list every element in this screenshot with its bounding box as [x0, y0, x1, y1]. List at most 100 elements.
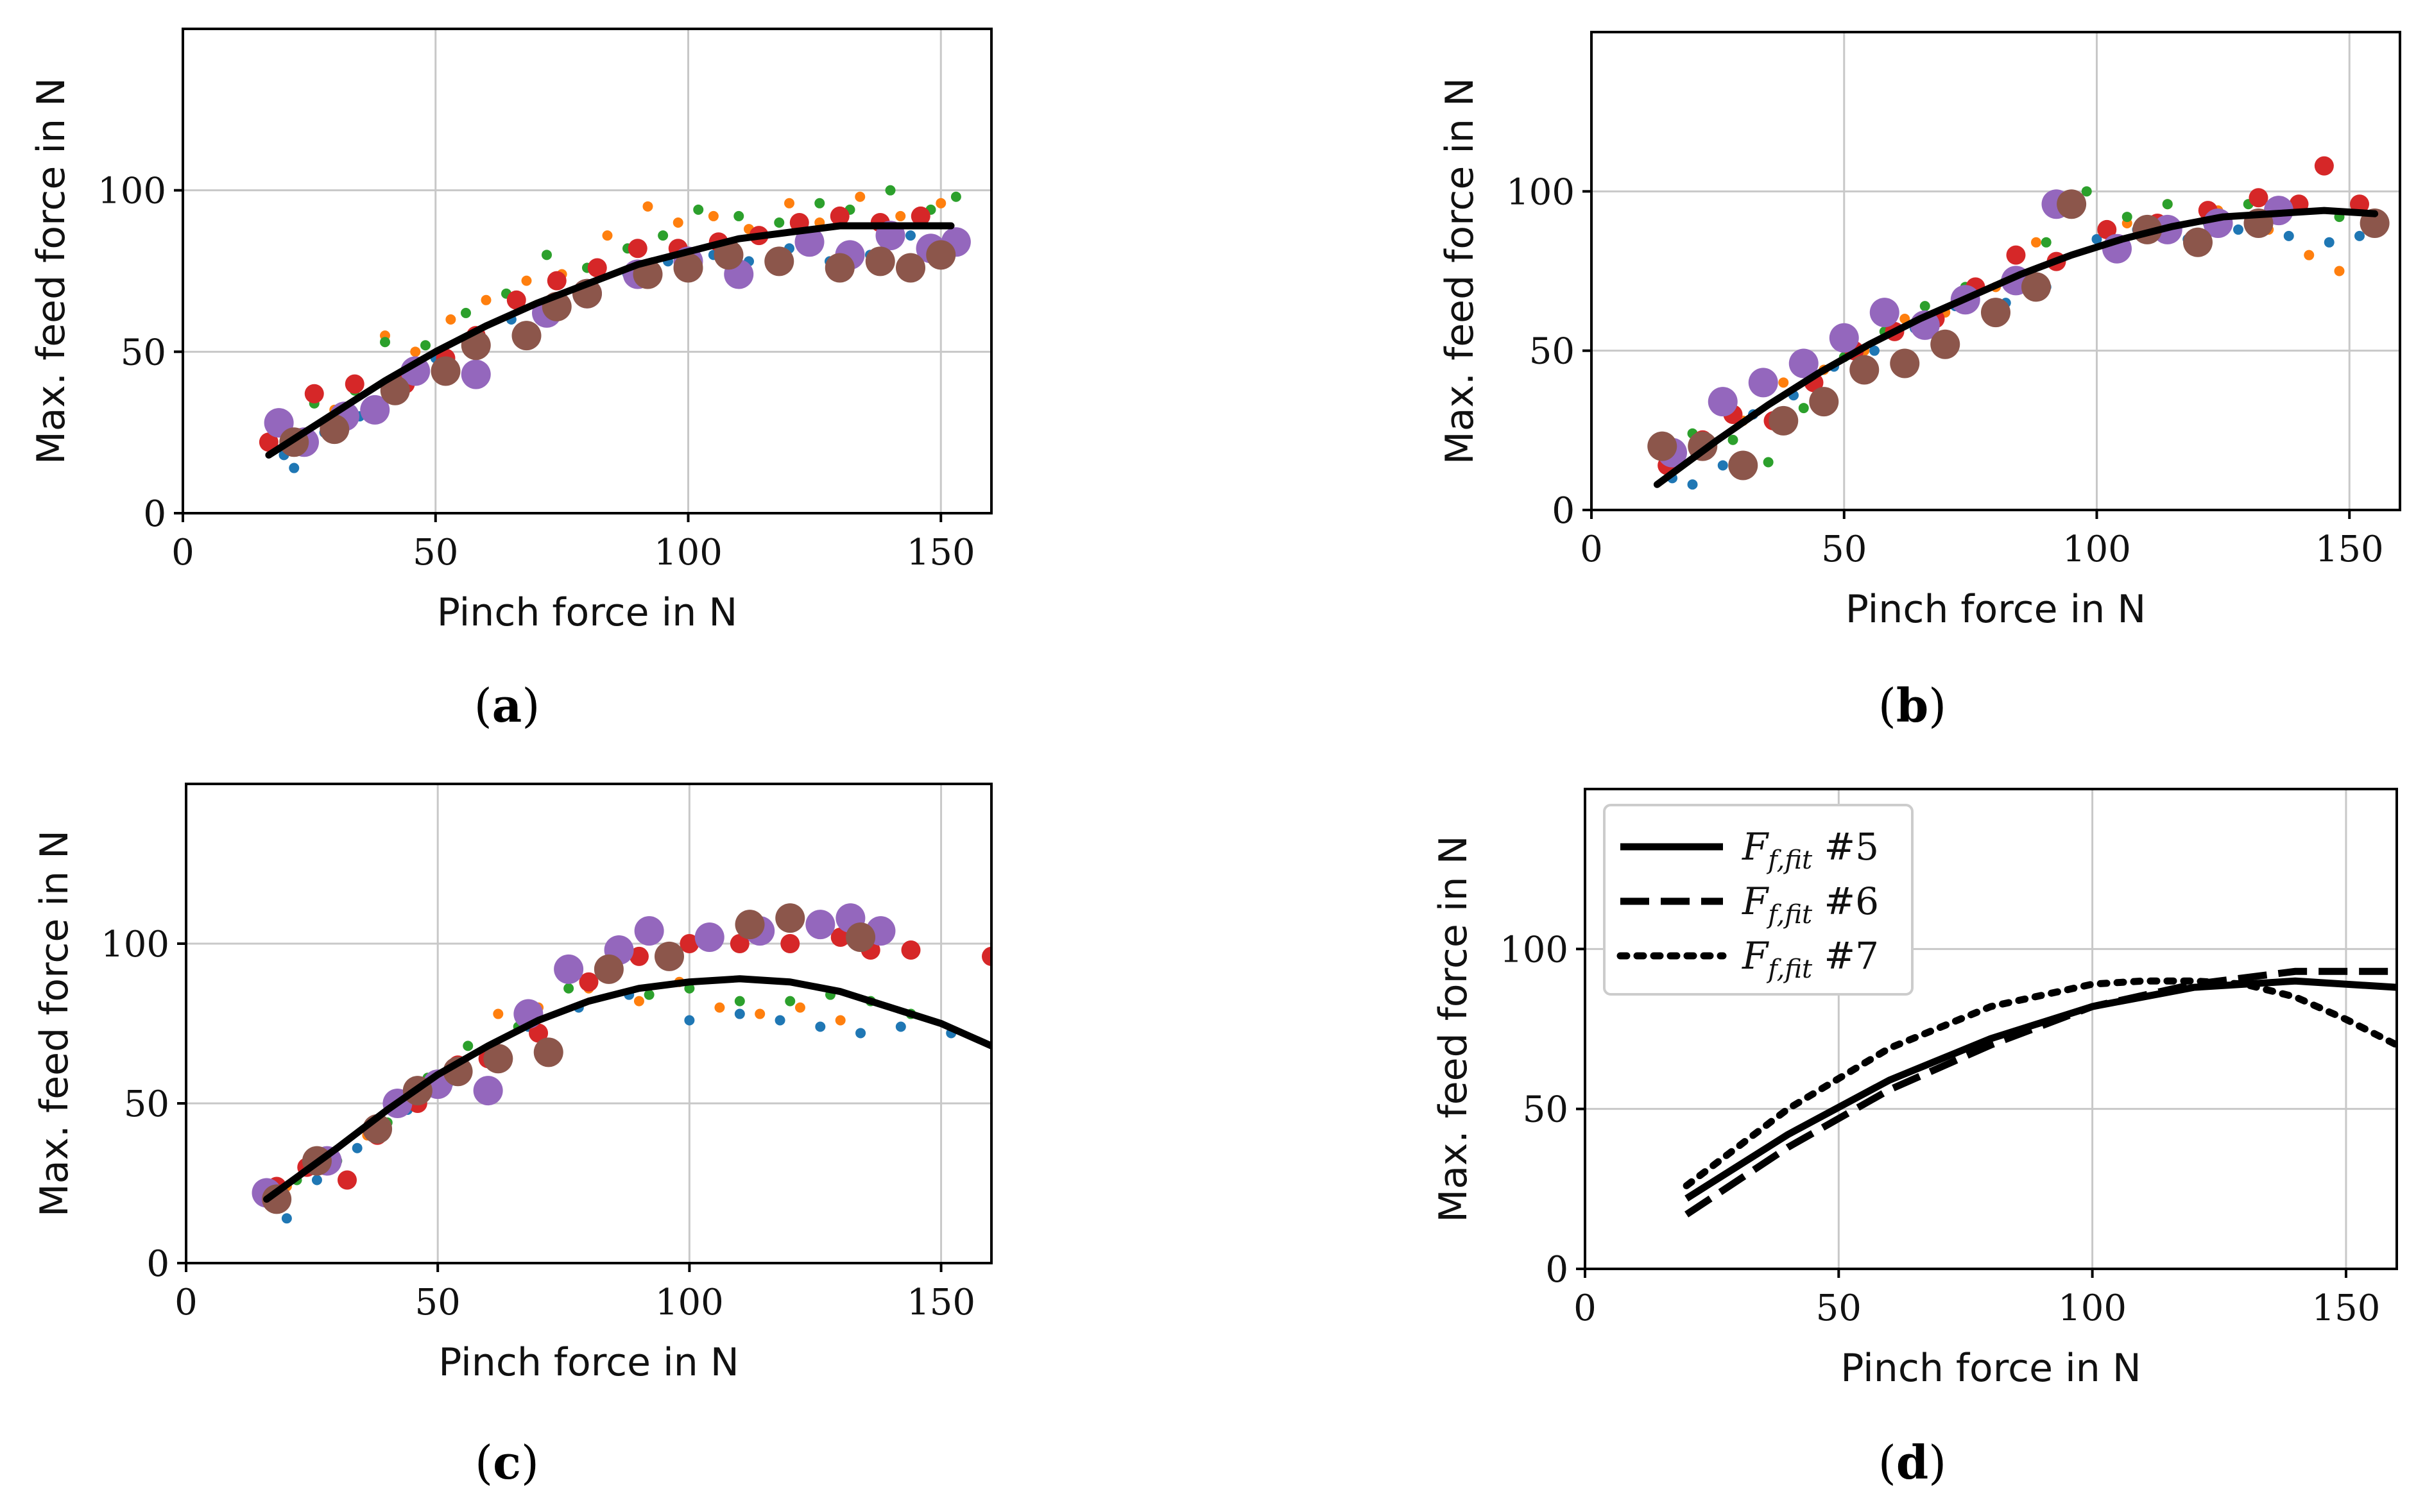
scatter-point — [533, 1037, 563, 1067]
scatter-point — [1778, 377, 1789, 388]
fit-curve — [263, 975, 991, 1203]
y-tick-label: 100 — [1506, 171, 1575, 213]
scatter-point — [1849, 355, 1880, 385]
scatter-point — [673, 217, 683, 228]
scatter-point — [1809, 387, 1839, 417]
scatter-point — [289, 463, 300, 473]
panel-caption: (b) — [1878, 678, 1947, 733]
plot-area — [252, 903, 991, 1224]
y-tick-label: 0 — [146, 1243, 169, 1285]
scatter-point — [1798, 403, 1809, 414]
scatter-point — [774, 217, 785, 228]
scatter-point — [950, 191, 961, 202]
scatter-point — [2304, 250, 2315, 260]
scatter-point — [1869, 345, 1880, 356]
series-1 — [1662, 199, 2345, 468]
axes-frame — [1584, 788, 2398, 1270]
scatter-point — [794, 1002, 805, 1013]
x-tick-label: 100 — [655, 1282, 724, 1323]
scatter-point — [2021, 272, 2051, 302]
scatter-point — [338, 1170, 357, 1190]
scatter-point — [885, 185, 896, 196]
y-tick-label: 0 — [143, 493, 166, 535]
scatter-point — [445, 314, 456, 325]
scatter-point — [554, 954, 584, 984]
y-axis-label: Max. feed force in N — [32, 830, 77, 1217]
scatter-point — [764, 246, 794, 276]
x-tick-label: 50 — [415, 1282, 461, 1323]
scatter-point — [2091, 234, 2102, 244]
scatter-point — [830, 206, 850, 226]
legend: Ff,fit #5Ff,fit #6Ff,fit #7 — [1603, 804, 1914, 996]
scatter-point — [521, 275, 532, 286]
y-tick-label: 50 — [121, 332, 166, 373]
scatter-point — [634, 916, 664, 946]
scatter-point — [901, 940, 921, 960]
scatter-point — [579, 972, 599, 992]
scatter-point — [1890, 348, 1920, 378]
series-0 — [271, 989, 957, 1224]
scatter-point — [1748, 368, 1778, 398]
plot-area — [1647, 156, 2390, 490]
scatter-point — [830, 928, 850, 947]
scatter-point — [734, 1008, 745, 1019]
scatter-point — [563, 983, 574, 994]
scatter-point — [2314, 156, 2334, 176]
axes-frame — [1590, 31, 2401, 511]
x-tick-label: 50 — [1816, 1287, 1862, 1329]
scatter-point — [714, 1002, 725, 1013]
scatter-point — [684, 1015, 695, 1026]
scatter-point — [780, 934, 800, 953]
scatter-point — [1727, 434, 1738, 445]
scatter-point — [755, 1008, 766, 1019]
fit-curve — [1653, 207, 2379, 488]
scatter-point — [642, 201, 653, 212]
scatter-point — [896, 253, 925, 283]
scatter-point — [587, 258, 607, 278]
scatter-point — [547, 271, 567, 291]
scatter-point — [735, 910, 765, 940]
scatter-point — [420, 340, 431, 351]
scatter-point — [785, 996, 796, 1007]
scatter-point — [655, 941, 684, 971]
y-tick-label: 50 — [124, 1083, 169, 1125]
scatter-point — [2233, 224, 2243, 235]
y-tick-label: 100 — [1500, 929, 1568, 971]
scatter-point — [2249, 188, 2268, 208]
series-2 — [291, 970, 916, 1185]
scatter-point — [936, 198, 947, 208]
scatter-point — [511, 321, 542, 351]
x-tick-label: 100 — [2062, 529, 2131, 570]
scatter-point — [259, 432, 278, 452]
scatter-point — [714, 240, 744, 270]
scatter-point — [2031, 237, 2041, 248]
scatter-point — [2283, 230, 2294, 241]
scatter-point — [1981, 298, 2010, 328]
scatter-point — [865, 246, 895, 276]
x-tick-label: 50 — [1821, 529, 1867, 570]
scatter-point — [410, 346, 421, 357]
scatter-point — [1687, 479, 1698, 490]
scatter-point — [529, 1023, 549, 1043]
scatter-point — [483, 1044, 513, 1074]
series-4 — [252, 903, 896, 1208]
scatter-point — [2183, 227, 2213, 257]
series-3 — [1658, 156, 2369, 475]
y-tick-label: 0 — [1552, 490, 1575, 532]
scatter-point — [463, 1041, 474, 1051]
scatter-point — [1829, 323, 1859, 353]
x-tick-label: 0 — [175, 1282, 198, 1323]
scatter-point — [855, 1028, 866, 1039]
legend-entry: Ff,fit #7 — [1742, 934, 1879, 984]
scatter-point — [360, 395, 390, 425]
y-tick-label: 0 — [1545, 1249, 1568, 1291]
scatter-point — [2097, 219, 2117, 239]
x-tick-label: 150 — [2315, 529, 2384, 570]
scatter-point — [814, 198, 825, 208]
panel-caption: (a) — [474, 678, 540, 733]
series-line-0 — [1684, 977, 2397, 1202]
scatter-point — [542, 250, 552, 260]
scatter-point — [911, 206, 930, 226]
scatter-point — [493, 1008, 504, 1019]
scatter-point — [2354, 230, 2365, 241]
